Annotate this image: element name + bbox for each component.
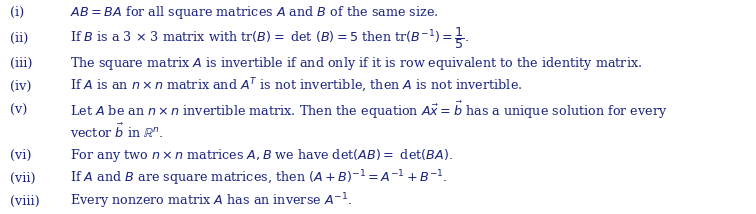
Text: $AB = BA$ for all square matrices $A$ and $B$ of the same size.: $AB = BA$ for all square matrices $A$ an… — [70, 4, 438, 21]
Text: vector $\vec{b}$ in $\mathbb{R}^n.$: vector $\vec{b}$ in $\mathbb{R}^n.$ — [70, 122, 163, 141]
Text: (i): (i) — [10, 6, 24, 19]
Text: (iv): (iv) — [10, 80, 31, 93]
Text: (viii): (viii) — [10, 195, 39, 208]
Text: If $B$ is a 3 $\times$ 3 matrix with tr$(B) =$ det $(B) = 5$ then tr$(B^{-1}) = : If $B$ is a 3 $\times$ 3 matrix with tr$… — [70, 25, 469, 51]
Text: (iii): (iii) — [10, 57, 33, 70]
Text: If $A$ and $B$ are square matrices, then $(A + B)^{-1} = A^{-1} + B^{-1}.$: If $A$ and $B$ are square matrices, then… — [70, 168, 447, 188]
Text: The square matrix $A$ is invertible if and only if it is row equivalent to the i: The square matrix $A$ is invertible if a… — [70, 55, 642, 72]
Text: (ii): (ii) — [10, 32, 28, 45]
Text: Let $A$ be an $n\,{\times}\,n$ invertible matrix. Then the equation $A\vec{x} = : Let $A$ be an $n\,{\times}\,n$ invertibl… — [70, 100, 667, 121]
Text: (v): (v) — [10, 104, 27, 117]
Text: For any two $n\,{\times}\,n$ matrices $A, B$ we have det$(AB) =$ det$(BA).$: For any two $n\,{\times}\,n$ matrices $A… — [70, 147, 453, 164]
Text: (vi): (vi) — [10, 149, 31, 162]
Text: Every nonzero matrix $A$ has an inverse $A^{-1}.$: Every nonzero matrix $A$ has an inverse … — [70, 192, 352, 211]
Text: (vii): (vii) — [10, 172, 36, 184]
Text: If $A$ is an $n\,{\times}\,n$ matrix and $A^T$ is not invertible, then $A$ is no: If $A$ is an $n\,{\times}\,n$ matrix and… — [70, 77, 522, 95]
